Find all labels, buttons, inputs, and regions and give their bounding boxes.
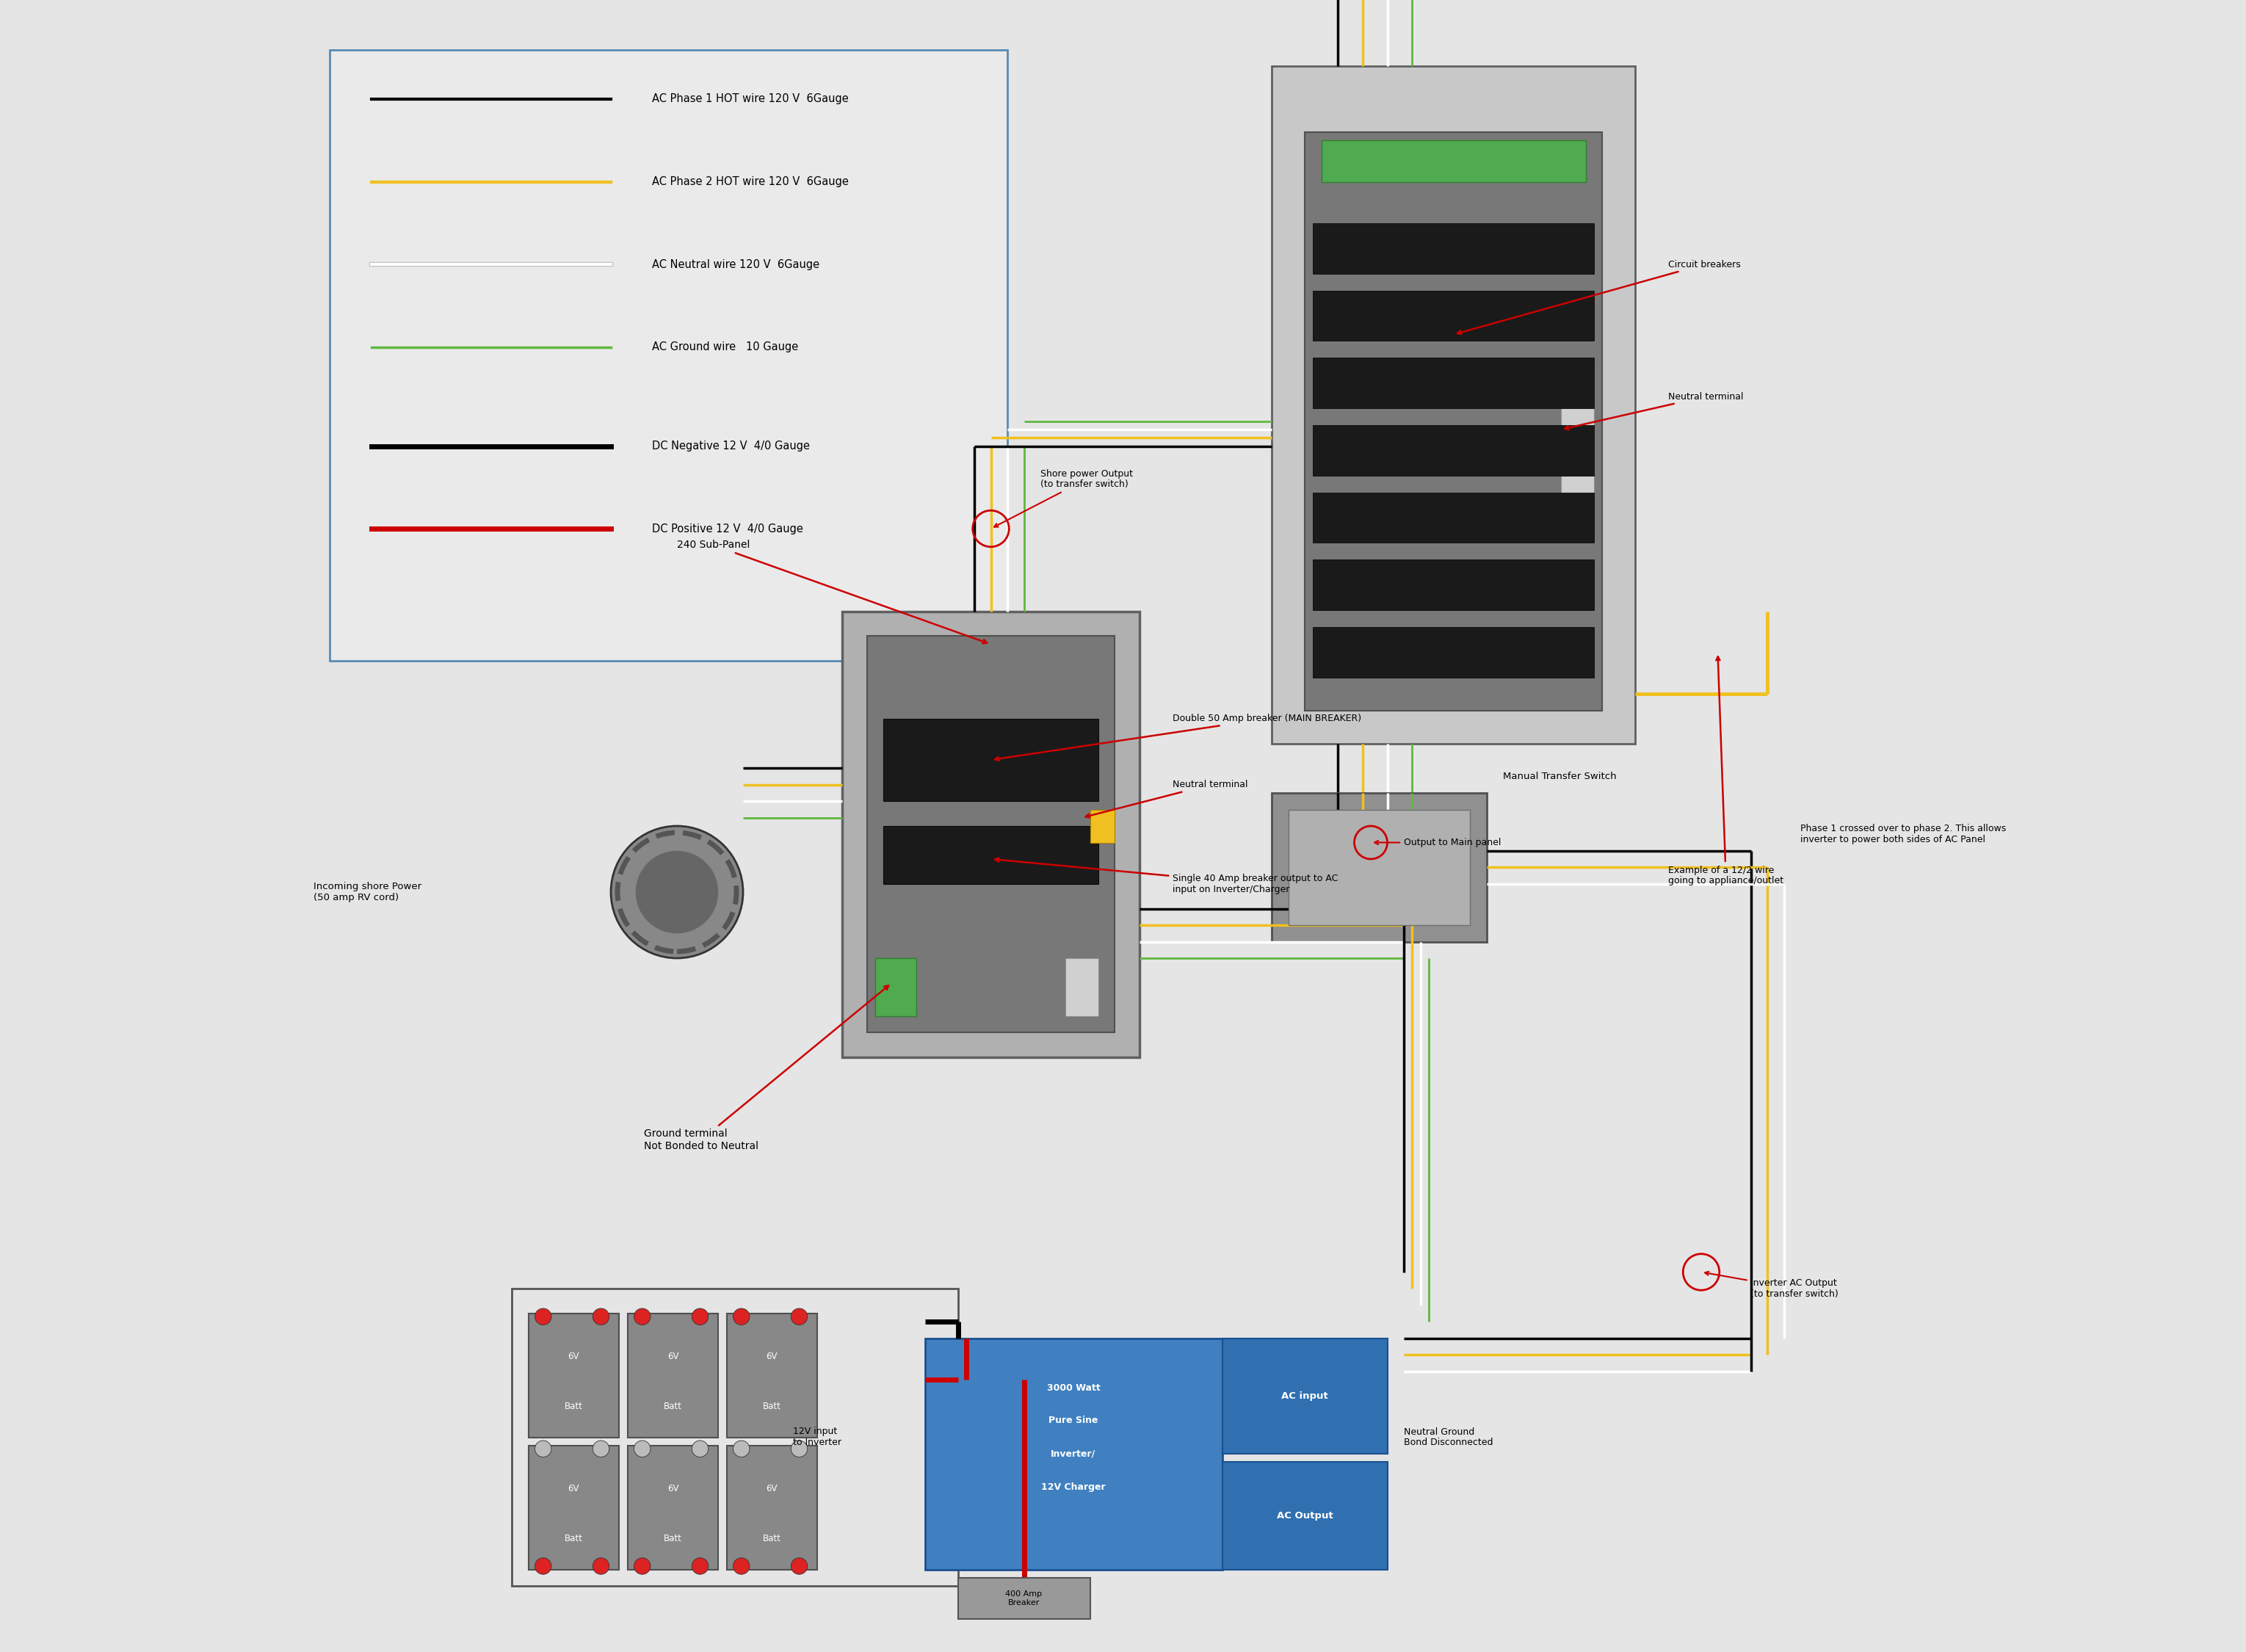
Text: Batt: Batt [564,1401,584,1411]
Text: Inverter/: Inverter/ [1051,1449,1096,1459]
Bar [1314,291,1595,340]
Text: DC Positive 12 V  4/0 Gauge: DC Positive 12 V 4/0 Gauge [651,524,804,534]
Bar [512,1289,957,1586]
Circle shape [593,1441,609,1457]
Text: AC Phase 2 HOT wire 120 V  6Gauge: AC Phase 2 HOT wire 120 V 6Gauge [651,177,849,187]
Text: 240 Sub-Panel: 240 Sub-Panel [676,540,986,643]
Circle shape [732,1308,750,1325]
Circle shape [636,851,719,933]
Text: 6V: 6V [667,1483,678,1493]
Bar [1271,793,1487,942]
Text: 6V: 6V [568,1351,579,1361]
Text: AC Output: AC Output [1276,1512,1332,1520]
Bar [1289,809,1469,925]
Text: 6V: 6V [667,1351,678,1361]
Circle shape [535,1558,553,1574]
Bar [627,1313,719,1437]
Circle shape [791,1441,809,1457]
Bar [1314,358,1595,408]
Circle shape [692,1441,707,1457]
Text: Batt: Batt [665,1401,683,1411]
Bar [627,1446,719,1569]
Bar [725,1313,818,1437]
Bar [1561,363,1595,496]
Bar [1065,958,1098,1016]
Circle shape [791,1308,809,1325]
Text: 6V: 6V [766,1351,777,1361]
Bar [883,826,1098,884]
Circle shape [692,1558,707,1574]
Bar [1222,1462,1388,1569]
Text: Phase 1 crossed over to phase 2. This allows
inverter to power both sides of AC : Phase 1 crossed over to phase 2. This al… [1801,824,2006,844]
Bar [528,1446,620,1569]
Text: Neutral terminal: Neutral terminal [1085,780,1249,818]
Text: Incoming shore Power
(50 amp RV cord): Incoming shore Power (50 amp RV cord) [314,882,422,902]
Text: Inverter AC Output
(to transfer switch): Inverter AC Output (to transfer switch) [1705,1272,1839,1298]
Text: Neutral Ground
Bond Disconnected: Neutral Ground Bond Disconnected [1404,1427,1494,1447]
Text: Shore power Output
(to transfer switch): Shore power Output (to transfer switch) [995,469,1132,527]
Bar [330,50,1008,661]
Text: Ground terminal
Not Bonded to Neutral: Ground terminal Not Bonded to Neutral [645,986,889,1151]
Circle shape [593,1308,609,1325]
Bar [1222,1338,1388,1454]
Text: 6V: 6V [568,1483,579,1493]
Circle shape [732,1441,750,1457]
Text: AC Ground wire   10 Gauge: AC Ground wire 10 Gauge [651,342,800,352]
Text: DC Negative 12 V  4/0 Gauge: DC Negative 12 V 4/0 Gauge [651,441,811,451]
Text: Batt: Batt [764,1533,782,1543]
Circle shape [692,1308,707,1325]
Bar [957,1578,1089,1619]
Text: Batt: Batt [665,1533,683,1543]
Bar [1314,560,1595,610]
Circle shape [611,826,743,958]
Bar [1271,66,1635,743]
Circle shape [791,1558,809,1574]
Circle shape [535,1441,553,1457]
Bar [1314,492,1595,544]
Text: 12V Charger: 12V Charger [1042,1482,1105,1492]
Bar [842,611,1139,1057]
Circle shape [732,1558,750,1574]
Text: Batt: Batt [764,1401,782,1411]
Bar [725,1446,818,1569]
Text: Double 50 Amp breaker (MAIN BREAKER): Double 50 Amp breaker (MAIN BREAKER) [995,714,1361,760]
Text: AC input: AC input [1280,1391,1327,1401]
Bar [1314,223,1595,274]
Bar [876,958,916,1016]
Text: Neutral terminal: Neutral terminal [1565,392,1743,430]
Text: 400 Amp
Breaker: 400 Amp Breaker [1006,1591,1042,1606]
Bar [1314,425,1595,476]
Text: Circuit breakers: Circuit breakers [1458,259,1741,334]
Circle shape [633,1558,651,1574]
Bar [1089,809,1114,843]
Text: 12V input
to Inverter: 12V input to Inverter [793,1427,840,1447]
Circle shape [633,1308,651,1325]
Bar [1305,132,1601,710]
Text: Manual Transfer Switch: Manual Transfer Switch [1503,771,1617,781]
Circle shape [593,1558,609,1574]
Text: Batt: Batt [564,1533,584,1543]
Bar [925,1338,1222,1569]
Circle shape [535,1308,553,1325]
Circle shape [633,1441,651,1457]
Text: Example of a 12/2 wire
going to appliance/outlet: Example of a 12/2 wire going to applianc… [1669,656,1783,885]
Text: Single 40 Amp breaker output to AC
input on Inverter/Charger: Single 40 Amp breaker output to AC input… [995,857,1339,894]
Text: 6V: 6V [766,1483,777,1493]
Text: Pure Sine: Pure Sine [1049,1416,1098,1426]
Text: AC Phase 1 HOT wire 120 V  6Gauge: AC Phase 1 HOT wire 120 V 6Gauge [651,94,849,104]
Text: 3000 Watt: 3000 Watt [1047,1383,1101,1393]
Bar [528,1313,620,1437]
Bar [1321,140,1586,182]
Text: AC Neutral wire 120 V  6Gauge: AC Neutral wire 120 V 6Gauge [651,259,820,269]
Bar [1314,626,1595,677]
Bar [867,636,1114,1032]
Text: Output to Main panel: Output to Main panel [1375,838,1500,847]
Bar [883,719,1098,801]
